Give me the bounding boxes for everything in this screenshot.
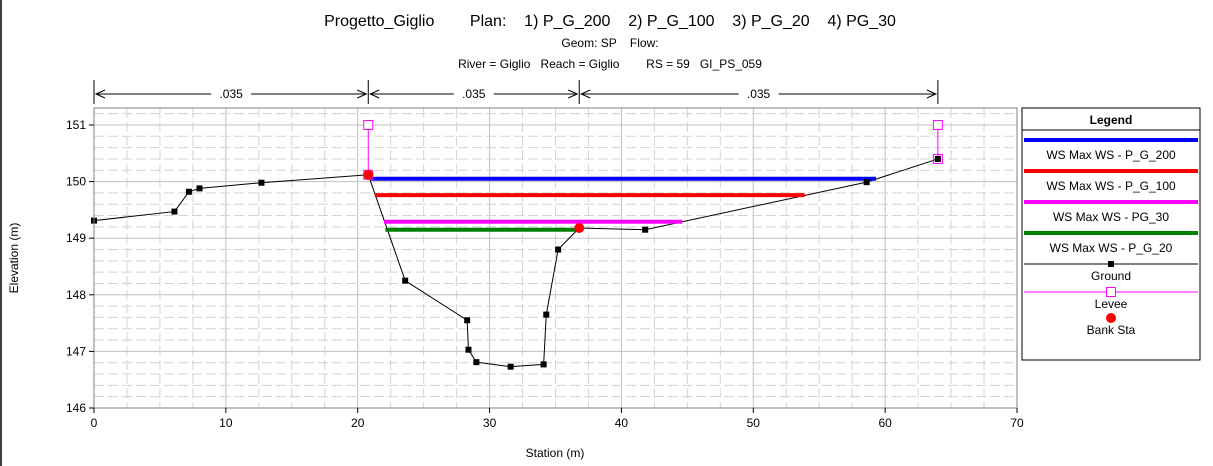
x-tick-label: 40: [615, 416, 629, 430]
legend-label-ground: Ground: [1091, 269, 1131, 283]
legend-label-water-surface: WS Max WS - P_G_100: [1046, 179, 1176, 193]
series-layer: [91, 119, 943, 370]
x-tick-label: 30: [483, 416, 497, 430]
ground-point: [934, 155, 941, 162]
y-tick-label: 147: [66, 344, 86, 358]
legend-items: WS Max WS - P_G_200 WS Max WS - P_G_100 WS…: [1024, 138, 1198, 337]
legend-label-levee: Levee: [1095, 297, 1128, 311]
ground-point: [465, 346, 472, 353]
ground-point: [507, 363, 514, 370]
x-axis-label: Station (m): [526, 446, 585, 460]
manning-arrow-right: [926, 89, 938, 99]
ground-point: [642, 226, 649, 233]
x-tick-label: 20: [351, 416, 365, 430]
y-axis: 146 147 148 149 150 151: [66, 118, 94, 415]
x-tick-label: 70: [1010, 416, 1024, 430]
x-tick-label: 60: [878, 416, 892, 430]
legend-label-water-surface: WS Max WS - PG_30: [1053, 210, 1169, 224]
x-axis: 0 10 20 30 40 50 60 70: [91, 408, 1024, 430]
legend-label-bank-station: Bank Sta: [1087, 323, 1136, 337]
ground-point: [464, 317, 471, 324]
bank-station-marker: [363, 169, 374, 180]
legend-marker-levee: [1106, 287, 1116, 297]
legend-marker-bank-station: [1106, 313, 1116, 323]
manning-n-label: .035: [747, 87, 771, 101]
ground-point: [543, 311, 550, 318]
y-tick-label: 148: [66, 288, 86, 302]
manning-n-label: .035: [462, 87, 486, 101]
ground-point: [863, 179, 870, 186]
manning-n-label: .035: [219, 87, 243, 101]
chart-title: Progetto_Giglio Plan: 1) P_G_200 2) P_G_…: [324, 13, 896, 30]
ground-point: [196, 185, 203, 192]
levee-marker: [363, 119, 374, 130]
legend-marker-ground: [1108, 261, 1114, 267]
ground-point: [185, 188, 192, 195]
y-tick-label: 146: [66, 401, 86, 415]
y-axis-label: Elevation (m): [7, 223, 21, 294]
plot-grid: [93, 108, 1018, 409]
ground-point: [171, 208, 178, 215]
chart-subtitle-geom: Geom: SP Flow:: [561, 36, 658, 50]
y-tick-label: 149: [66, 231, 86, 245]
x-tick-label: 50: [747, 416, 761, 430]
manning-arrow-right: [568, 89, 579, 99]
x-tick-label: 0: [91, 416, 98, 430]
ground-line: [93, 158, 939, 368]
manning-arrow-right: [357, 89, 368, 99]
ground-point: [402, 277, 409, 284]
manning-arrow-left: [94, 89, 106, 99]
ground-point: [473, 359, 480, 366]
ground-point: [258, 179, 265, 186]
legend-title: Legend: [1090, 113, 1133, 127]
chart-subtitle-river: River = Giglio Reach = Giglio RS = 59 GI…: [458, 57, 762, 71]
manning-n-annotations: .035 .035 .035: [93, 80, 939, 104]
legend-label-water-surface: WS Max WS - P_G_20: [1050, 241, 1173, 255]
ground-point: [540, 361, 547, 368]
levee-marker: [932, 153, 943, 164]
legend-label-water-surface: WS Max WS - P_G_200: [1046, 148, 1176, 162]
plot-area-border: [93, 107, 1018, 409]
y-tick-label: 150: [66, 175, 86, 189]
bank-station-marker: [574, 223, 585, 233]
x-tick-label: 10: [219, 416, 233, 430]
manning-arrow-left: [580, 89, 591, 99]
manning-arrow-left: [369, 89, 380, 99]
ground-point: [555, 246, 562, 253]
levee-marker: [932, 119, 943, 130]
y-tick-label: 151: [66, 118, 86, 132]
